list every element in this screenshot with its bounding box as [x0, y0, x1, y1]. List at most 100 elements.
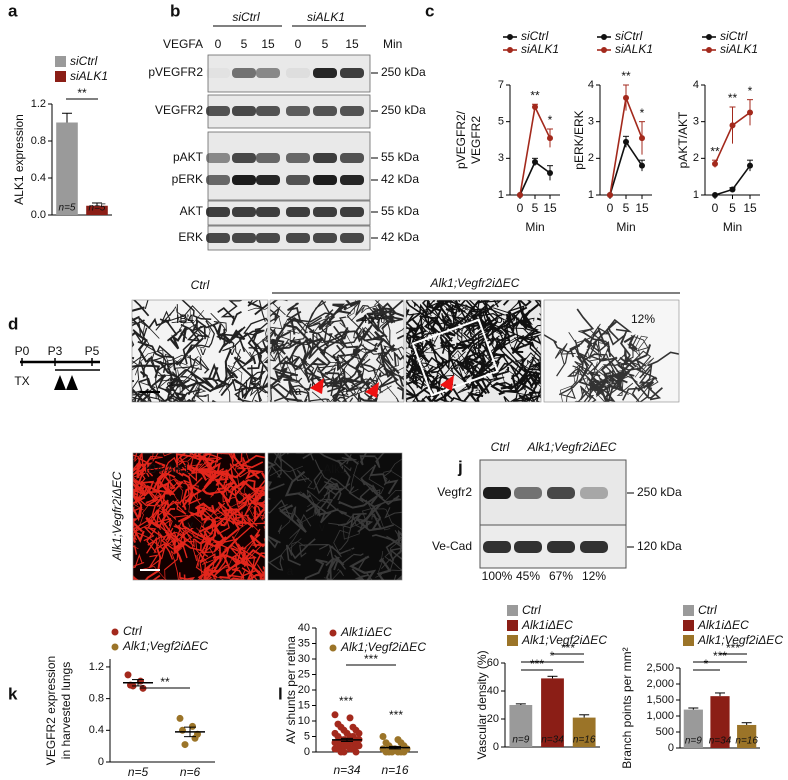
bar	[572, 717, 596, 747]
vessel	[278, 352, 289, 382]
blot-size-label: 55 kDa	[381, 204, 419, 218]
vessel	[403, 402, 437, 419]
vessel	[512, 394, 541, 402]
blot-band	[580, 541, 608, 553]
legend-label: siCtrl	[615, 29, 643, 43]
vessel	[129, 430, 160, 445]
vessel-marker: a	[347, 544, 354, 558]
vessel	[394, 408, 412, 436]
vessel	[188, 409, 202, 448]
legend-label: siCtrl	[70, 54, 98, 68]
vessel	[270, 300, 288, 316]
vessel	[165, 360, 188, 396]
y-axis-label: pVEGFR2/	[454, 110, 468, 169]
x-tick-label: 5	[532, 201, 539, 215]
x-tick-label: 15	[635, 201, 649, 215]
vessel	[132, 319, 145, 337]
vessel	[584, 339, 621, 366]
timepoint-label: P5	[85, 344, 100, 358]
vessel	[270, 373, 308, 402]
bar	[710, 696, 730, 748]
blot-band	[514, 541, 542, 553]
vessel	[430, 355, 472, 374]
vessel	[503, 381, 527, 402]
y-axis-label: pERK/ERK	[572, 110, 586, 169]
vessel	[288, 538, 307, 556]
vessel	[191, 319, 219, 340]
vessel	[138, 322, 150, 359]
vessel	[270, 331, 284, 350]
vessel	[344, 405, 366, 418]
image-frame	[269, 299, 405, 403]
vessel	[180, 323, 203, 342]
vessel	[369, 418, 382, 444]
vessel	[178, 345, 202, 366]
vessel	[239, 547, 265, 579]
y-axis-label: ALK1 expression	[12, 114, 26, 205]
vessel-marker: a	[295, 384, 302, 398]
legend-label: siCtrl	[521, 29, 549, 43]
vessel	[217, 435, 243, 450]
vessel	[166, 385, 194, 402]
vessel	[152, 578, 164, 580]
vessel	[304, 558, 328, 580]
vessel	[176, 304, 204, 338]
vessel	[450, 300, 477, 332]
legend-label: siALK1	[615, 42, 653, 56]
vessel	[357, 393, 379, 402]
vessel	[133, 501, 166, 530]
y-tick-label: 1	[588, 189, 594, 201]
vessel	[270, 381, 298, 396]
blot-band	[232, 153, 256, 163]
vessel-marker: v	[187, 518, 193, 532]
vessel	[548, 412, 565, 435]
x-tick-label: 0	[607, 201, 614, 215]
point	[712, 160, 718, 167]
y-tick-label: 4	[693, 79, 699, 91]
vessel	[374, 453, 385, 469]
vessel	[143, 526, 157, 554]
blot-row-label: AKT	[180, 204, 204, 218]
vessel	[145, 395, 166, 402]
blot-size-label: 42 kDa	[381, 230, 419, 244]
vessel-marker: v	[229, 344, 235, 358]
vessel	[623, 334, 638, 351]
point	[189, 722, 196, 730]
blot-band	[313, 207, 337, 217]
vessel	[234, 453, 250, 471]
vessel	[294, 332, 320, 358]
y-tick-label: 1	[693, 189, 699, 201]
vessel	[355, 315, 371, 343]
significance-label: ***	[561, 641, 575, 655]
vessel	[107, 398, 131, 410]
vessel	[569, 337, 593, 359]
vessel	[146, 419, 171, 448]
blot-size-label: 120 kDa	[637, 539, 682, 553]
vessel	[358, 503, 383, 531]
vessel	[242, 528, 261, 562]
vessel	[592, 320, 620, 345]
vessel	[208, 362, 221, 386]
vessel	[218, 417, 262, 444]
vessel	[246, 479, 265, 506]
point	[176, 714, 184, 722]
image-frame	[543, 299, 680, 403]
vessel	[317, 360, 347, 375]
vessel	[247, 382, 268, 397]
vessel	[502, 401, 503, 402]
vessel	[132, 355, 142, 390]
percentage-label: 67%	[549, 569, 573, 583]
vessel	[144, 355, 166, 369]
legend-marker	[329, 629, 337, 637]
vessel	[359, 496, 383, 531]
vessel	[215, 405, 235, 430]
bar	[737, 724, 757, 748]
vessel-marker: v	[492, 369, 498, 383]
vessel	[383, 470, 393, 486]
vessel	[554, 343, 576, 365]
vessel	[356, 556, 380, 580]
vessel	[138, 496, 159, 526]
vessel	[258, 472, 265, 510]
vessel	[502, 300, 532, 307]
vessel	[605, 376, 622, 402]
